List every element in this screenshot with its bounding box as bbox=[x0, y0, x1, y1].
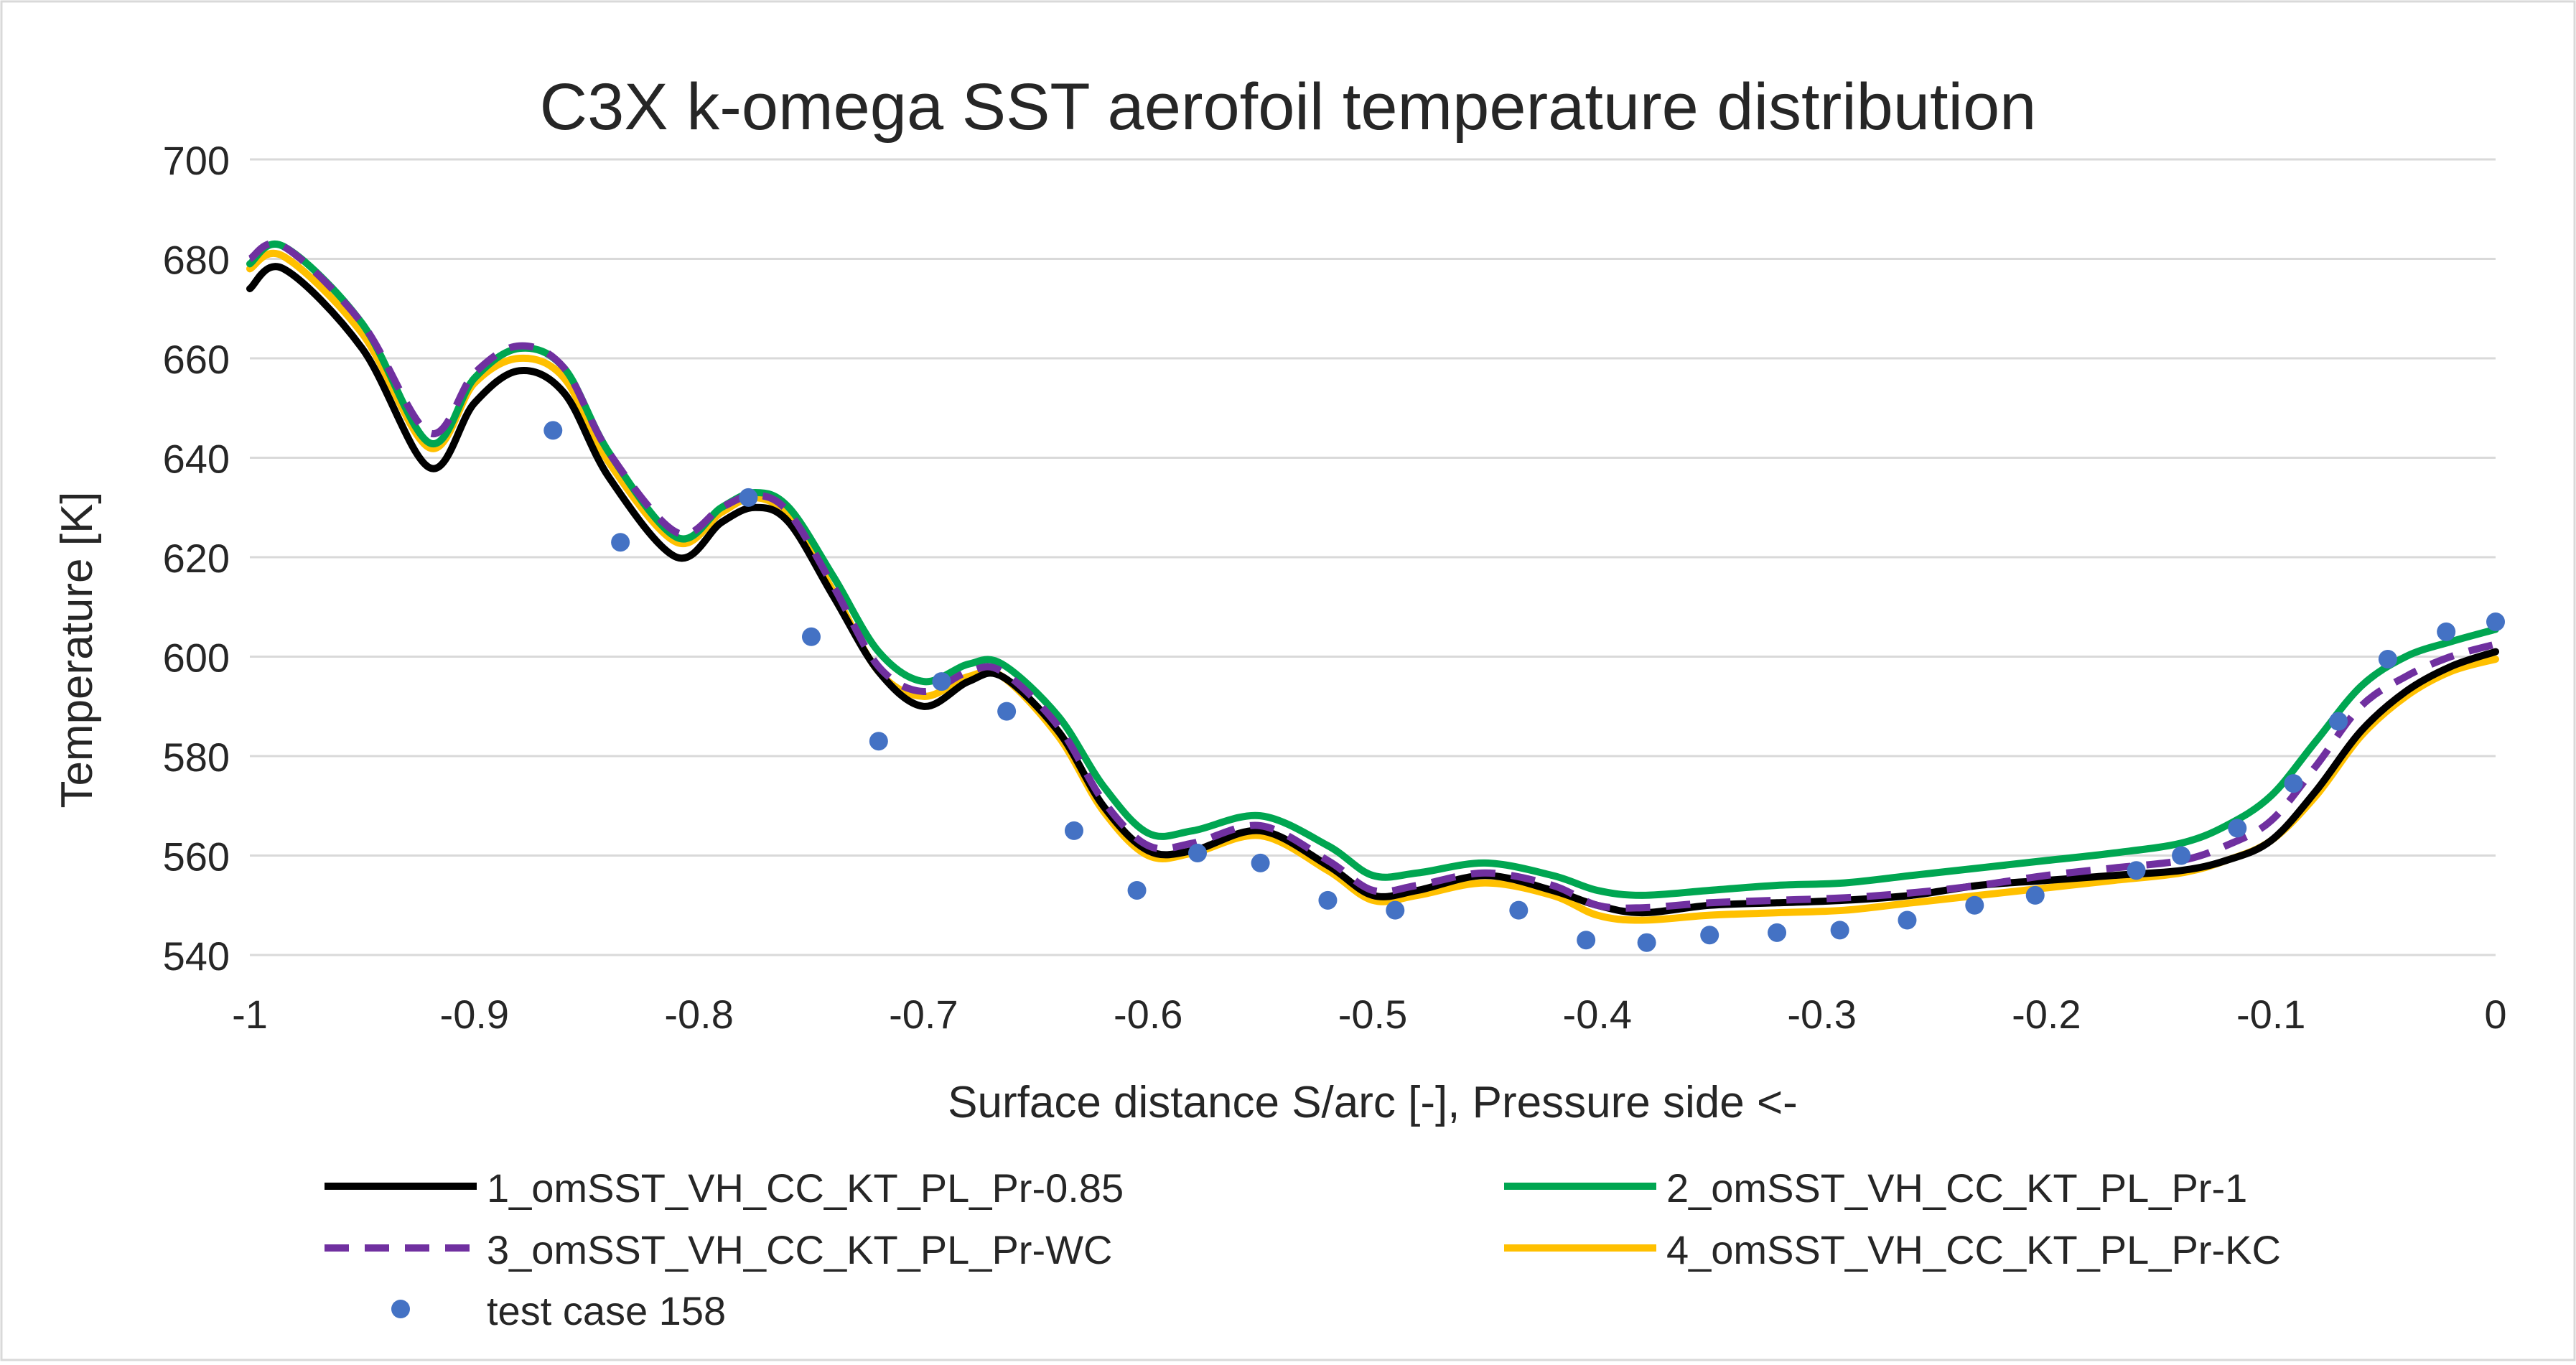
y-tick-label: 620 bbox=[163, 536, 230, 581]
x-tick-label: -0.2 bbox=[2012, 992, 2081, 1037]
y-tick-label: 560 bbox=[163, 834, 230, 880]
x-tick-label: -0.1 bbox=[2236, 992, 2306, 1037]
test-data-point bbox=[2378, 649, 2397, 668]
test-data-point bbox=[1700, 926, 1719, 945]
test-data-point bbox=[739, 488, 758, 507]
test-data-point bbox=[1577, 931, 1596, 950]
grid-lines bbox=[250, 158, 2496, 956]
x-tick-label: -0.7 bbox=[889, 992, 958, 1037]
y-axis-label: Temperature [K] bbox=[52, 491, 102, 808]
x-tick-label: -0.5 bbox=[1338, 992, 1408, 1037]
test-data-point bbox=[1251, 853, 1270, 872]
y-tick-label: 640 bbox=[163, 437, 230, 482]
test-data-point bbox=[1965, 895, 1984, 915]
series-line-4 bbox=[246, 249, 2499, 924]
test-data-point bbox=[2329, 712, 2348, 731]
test-data-point bbox=[1509, 900, 1529, 920]
test-data-point bbox=[997, 702, 1017, 721]
y-tick-label: 580 bbox=[163, 735, 230, 780]
test-data-point bbox=[802, 627, 821, 646]
test-data-point bbox=[869, 732, 888, 751]
test-data-point bbox=[2437, 622, 2456, 641]
legend-label-1: 1_omSST_VH_CC_KT_PL_Pr-0.85 bbox=[487, 1165, 1124, 1211]
test-data-point bbox=[2486, 612, 2505, 632]
test-data-point bbox=[2172, 846, 2191, 865]
series-lines bbox=[246, 240, 2499, 924]
legend: 1_omSST_VH_CC_KT_PL_Pr-0.85 2_omSST_VH_CC… bbox=[325, 1165, 2281, 1333]
x-tick-label: -0.4 bbox=[1563, 992, 1633, 1037]
test-data-point bbox=[1318, 890, 1338, 910]
x-tick-label: -1 bbox=[232, 992, 268, 1037]
test-data-point bbox=[1064, 821, 1083, 840]
test-data-point bbox=[543, 421, 563, 440]
test-data-point bbox=[1188, 844, 1208, 863]
test-data-point bbox=[2025, 885, 2045, 905]
y-tick-label: 700 bbox=[163, 138, 230, 183]
test-data-point bbox=[1127, 880, 1147, 900]
chart-title: C3X k-omega SST aerofoil temperature dis… bbox=[540, 70, 2037, 144]
x-tick-label: -0.6 bbox=[1114, 992, 1183, 1037]
test-data-point bbox=[1386, 900, 1405, 920]
test-data-point bbox=[1768, 923, 1787, 942]
y-tick-label: 540 bbox=[163, 933, 230, 979]
legend-label-2: 2_omSST_VH_CC_KT_PL_Pr-1 bbox=[1666, 1165, 2247, 1211]
legend-label-5: test case 158 bbox=[487, 1288, 726, 1333]
series-line-1 bbox=[246, 263, 2499, 917]
test-data-point bbox=[2127, 861, 2146, 880]
x-axis-label: Surface distance S/arc [-], Pressure sid… bbox=[948, 1078, 1798, 1127]
test-data-point bbox=[1898, 910, 1917, 930]
test-data-point bbox=[1637, 933, 1656, 952]
x-tick-labels: -1 -0.9 -0.8 -0.7 -0.6 -0.5 -0.4 -0.3 -0.2 -0.1 0 bbox=[232, 992, 2506, 1037]
x-tick-label: 0 bbox=[2484, 992, 2506, 1037]
y-tick-label: 660 bbox=[163, 337, 230, 382]
x-tick-label: -0.3 bbox=[1787, 992, 1857, 1037]
test-data-point bbox=[611, 533, 630, 552]
legend-label-3: 3_omSST_VH_CC_KT_PL_Pr-WC bbox=[487, 1227, 1112, 1272]
test-markers bbox=[543, 421, 2505, 952]
y-tick-label: 680 bbox=[163, 238, 230, 283]
legend-label-4: 4_omSST_VH_CC_KT_PL_Pr-KC bbox=[1666, 1227, 2281, 1272]
test-data-point bbox=[2228, 819, 2247, 838]
x-tick-label: -0.9 bbox=[440, 992, 510, 1037]
test-data-point bbox=[932, 672, 951, 691]
x-tick-label: -0.8 bbox=[664, 992, 734, 1037]
y-tick-labels: 540 560 580 600 620 640 660 680 700 bbox=[163, 138, 230, 979]
test-data-point bbox=[2284, 774, 2303, 793]
y-tick-label: 600 bbox=[163, 635, 230, 681]
test-data-point bbox=[1830, 921, 1849, 940]
legend-marker-test-case bbox=[391, 1300, 410, 1318]
